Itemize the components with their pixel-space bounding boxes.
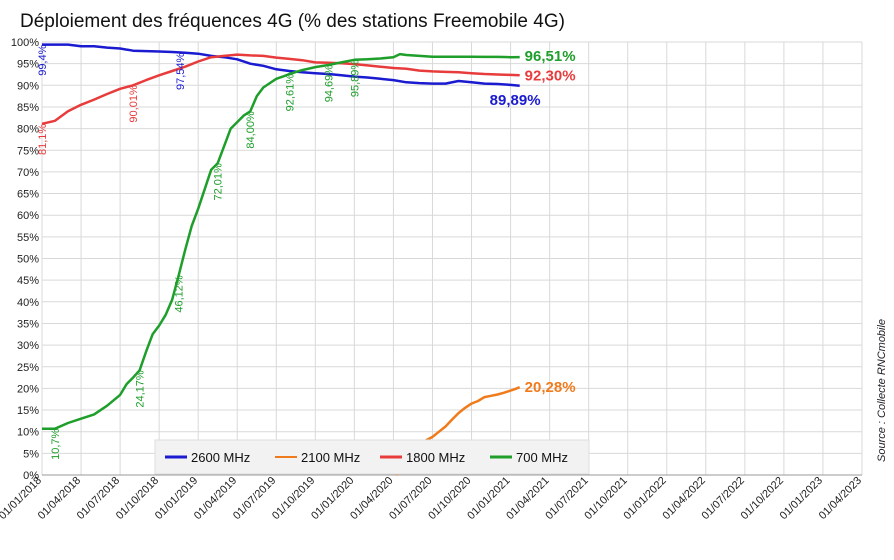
y-tick-label: 95% bbox=[17, 59, 39, 71]
data-label: 97,54% bbox=[175, 52, 187, 90]
legend-label: 700 MHz bbox=[516, 450, 568, 465]
data-label: 92,61% bbox=[284, 74, 296, 112]
data-label: 72,01% bbox=[213, 163, 225, 201]
data-label: 10,7% bbox=[50, 428, 62, 459]
end-label: 96,51% bbox=[525, 48, 576, 65]
data-annotations: 99,4% 97,54% 81,1% 90,01% 10,7% 24,17% 46,12% 7… bbox=[37, 44, 361, 459]
y-tick-label: 40% bbox=[17, 297, 39, 309]
legend: 2600 MHz 2100 MHz 1800 MHz 700 MHz bbox=[154, 439, 590, 475]
data-label: 90,01% bbox=[128, 85, 140, 123]
y-tick-label: 10% bbox=[17, 427, 39, 439]
data-label: 81,1% bbox=[37, 124, 49, 155]
legend-box bbox=[154, 439, 590, 475]
legend-label: 1800 MHz bbox=[406, 450, 465, 465]
x-tick-label: 01/04/2023 bbox=[817, 475, 864, 522]
y-tick-label: 70% bbox=[17, 167, 39, 179]
data-label: 24,17% bbox=[135, 370, 147, 408]
series-line bbox=[41, 53, 520, 126]
series-lines bbox=[41, 43, 521, 476]
data-label: 99,4% bbox=[37, 44, 49, 75]
data-label: 84,00% bbox=[245, 111, 257, 149]
y-tick-label: 65% bbox=[17, 189, 39, 201]
y-axis-ticks: 0% 5% 10% 15% 20% 25% 30% 35% 40% 45% 50% 55% 60% 65%… bbox=[11, 37, 39, 482]
end-labels: 89,89% 20,28% 92,30% 96,51% bbox=[490, 48, 576, 396]
y-tick-label: 35% bbox=[17, 318, 39, 330]
y-tick-label: 100% bbox=[11, 37, 39, 49]
data-label: 94,69% bbox=[323, 65, 335, 103]
legend-label: 2100 MHz bbox=[301, 450, 360, 465]
end-label: 20,28% bbox=[525, 379, 576, 396]
y-tick-label: 75% bbox=[17, 145, 39, 157]
y-tick-label: 30% bbox=[17, 340, 39, 352]
y-tick-label: 90% bbox=[17, 80, 39, 92]
y-tick-label: 85% bbox=[17, 102, 39, 114]
y-tick-label: 55% bbox=[17, 232, 39, 244]
end-label: 89,89% bbox=[490, 92, 541, 109]
source-note: Source : Collecte RNCmobile bbox=[876, 319, 888, 462]
chart-title: Déploiement des fréquences 4G (% des sta… bbox=[20, 11, 565, 32]
y-tick-label: 45% bbox=[17, 275, 39, 287]
y-tick-label: 80% bbox=[17, 124, 39, 136]
y-tick-label: 25% bbox=[17, 362, 39, 374]
y-tick-label: 15% bbox=[17, 405, 39, 417]
series-line bbox=[42, 52, 520, 430]
end-label: 92,30% bbox=[525, 67, 576, 84]
y-tick-label: 50% bbox=[17, 254, 39, 266]
series-line bbox=[42, 43, 520, 88]
y-tick-label: 20% bbox=[17, 383, 39, 395]
data-label: 95,89% bbox=[349, 60, 361, 98]
y-tick-label: 0% bbox=[23, 470, 39, 482]
y-tick-label: 60% bbox=[17, 210, 39, 222]
data-label: 46,12% bbox=[174, 275, 186, 313]
x-axis-ticks: 01/01/201801/04/201801/07/201801/10/2018… bbox=[0, 475, 864, 522]
y-tick-label: 5% bbox=[23, 448, 39, 460]
legend-label: 2600 MHz bbox=[191, 450, 250, 465]
grid-lines bbox=[41, 41, 863, 476]
